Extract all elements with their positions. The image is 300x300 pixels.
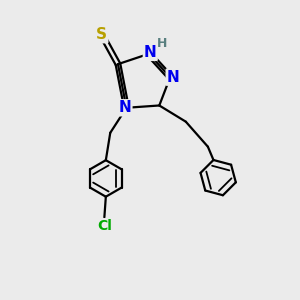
- Text: S: S: [96, 27, 107, 42]
- Text: Cl: Cl: [97, 219, 112, 233]
- Text: H: H: [157, 37, 167, 50]
- Text: N: N: [167, 70, 179, 85]
- Text: N: N: [144, 45, 157, 60]
- Text: N: N: [118, 100, 131, 115]
